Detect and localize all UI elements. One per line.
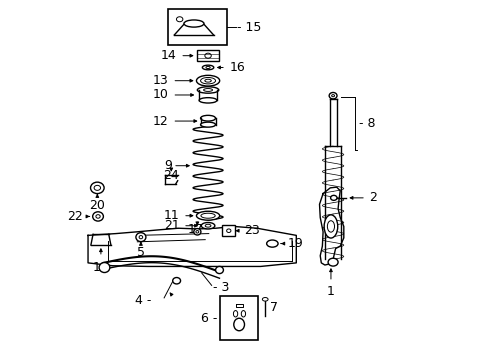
Ellipse shape xyxy=(200,122,215,127)
Text: 1: 1 xyxy=(326,285,334,298)
Ellipse shape xyxy=(193,229,201,235)
Ellipse shape xyxy=(139,235,142,239)
Text: 5: 5 xyxy=(137,246,144,259)
Text: 4 -: 4 - xyxy=(135,294,151,307)
Text: 9: 9 xyxy=(163,159,171,172)
Ellipse shape xyxy=(201,213,215,218)
Text: - 3: - 3 xyxy=(213,281,229,294)
Ellipse shape xyxy=(196,230,198,233)
Ellipse shape xyxy=(266,240,278,247)
Ellipse shape xyxy=(176,17,183,22)
Text: 14: 14 xyxy=(161,49,176,62)
Text: 16: 16 xyxy=(229,61,245,74)
Text: 18: 18 xyxy=(93,261,109,274)
Ellipse shape xyxy=(196,211,219,220)
Ellipse shape xyxy=(241,311,245,317)
Ellipse shape xyxy=(233,311,237,317)
Text: 11: 11 xyxy=(163,209,179,222)
Text: 17: 17 xyxy=(187,223,203,236)
Ellipse shape xyxy=(202,65,213,70)
Ellipse shape xyxy=(328,93,336,99)
FancyBboxPatch shape xyxy=(196,50,219,61)
Ellipse shape xyxy=(204,79,211,82)
Ellipse shape xyxy=(199,98,217,103)
Ellipse shape xyxy=(94,185,101,190)
Text: 2: 2 xyxy=(369,192,377,204)
Text: 21: 21 xyxy=(163,219,179,232)
Bar xyxy=(167,9,227,45)
FancyBboxPatch shape xyxy=(222,225,235,237)
Text: 10: 10 xyxy=(153,89,168,102)
Ellipse shape xyxy=(331,95,334,97)
Text: 22: 22 xyxy=(67,210,83,223)
Ellipse shape xyxy=(183,20,203,27)
Ellipse shape xyxy=(96,215,100,218)
Text: 13: 13 xyxy=(153,74,168,87)
Ellipse shape xyxy=(327,258,337,266)
Bar xyxy=(220,296,258,340)
Text: 7: 7 xyxy=(269,301,277,314)
Text: 24: 24 xyxy=(163,169,179,182)
Ellipse shape xyxy=(203,89,212,91)
Ellipse shape xyxy=(172,278,180,284)
Text: - 8: - 8 xyxy=(358,117,375,130)
Ellipse shape xyxy=(201,222,214,229)
Ellipse shape xyxy=(326,221,334,232)
Ellipse shape xyxy=(136,233,145,242)
Ellipse shape xyxy=(196,75,219,86)
Ellipse shape xyxy=(93,212,103,221)
Text: 12: 12 xyxy=(153,114,168,127)
Text: - 15: - 15 xyxy=(237,21,261,33)
Ellipse shape xyxy=(330,195,336,201)
Ellipse shape xyxy=(205,224,210,227)
Ellipse shape xyxy=(324,215,337,238)
Ellipse shape xyxy=(200,115,215,121)
Text: 23: 23 xyxy=(244,224,259,237)
Ellipse shape xyxy=(200,77,215,84)
Ellipse shape xyxy=(197,87,218,93)
Text: 20: 20 xyxy=(89,199,105,212)
Ellipse shape xyxy=(204,53,211,58)
Ellipse shape xyxy=(226,229,230,233)
Ellipse shape xyxy=(99,262,110,273)
Ellipse shape xyxy=(233,318,244,331)
Ellipse shape xyxy=(90,182,104,194)
Text: 6 -: 6 - xyxy=(201,311,217,325)
Ellipse shape xyxy=(205,66,210,68)
Ellipse shape xyxy=(215,266,223,274)
Ellipse shape xyxy=(262,297,267,301)
Text: 19: 19 xyxy=(287,237,303,250)
